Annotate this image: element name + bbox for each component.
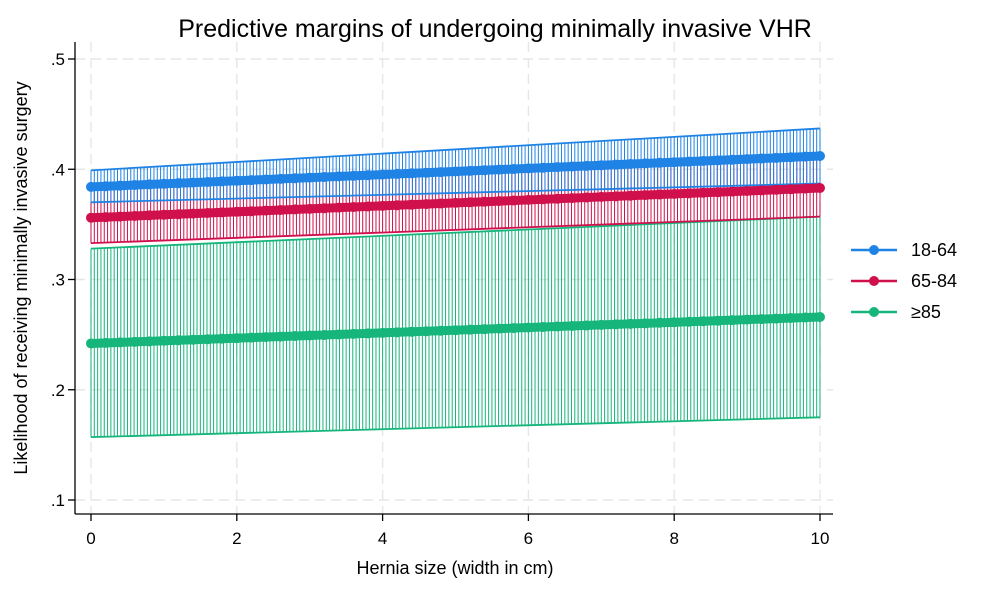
chart-title: Predictive margins of undergoing minimal… (178, 15, 812, 43)
series-2 (86, 311, 825, 349)
series-line-0 (86, 151, 825, 192)
legend: 18-64 65-84 ≥85 (851, 240, 957, 322)
legend-label-1: 65-84 (911, 271, 957, 291)
legend-label-2: ≥85 (911, 302, 941, 322)
x-axis-title: Hernia size (width in cm) (356, 558, 553, 578)
series-1 (86, 182, 825, 223)
y-tick-label: .4 (51, 160, 65, 179)
legend-marker-2 (869, 307, 879, 317)
series-0 (86, 151, 825, 192)
x-tick-label: 4 (378, 529, 387, 548)
ci-lower-line-1 (90, 215, 821, 245)
ci-upper-line-0 (90, 127, 821, 172)
y-tick-label: .1 (51, 491, 65, 510)
x-axis-ticks: 0 2 4 6 8 10 (86, 514, 829, 548)
legend-marker-0 (869, 245, 879, 255)
y-axis-ticks: .1 .2 .3 .4 .5 (51, 50, 75, 510)
x-tick-label: 0 (86, 529, 95, 548)
legend-label-0: 18-64 (911, 240, 957, 260)
x-tick-label: 6 (524, 529, 533, 548)
series-line-2 (86, 312, 825, 348)
y-tick-label: .5 (51, 50, 65, 69)
ci-lower-line-0 (90, 182, 821, 204)
legend-marker-1 (869, 276, 879, 286)
axes (74, 42, 833, 515)
series-line-1 (86, 183, 825, 223)
series-lines (86, 151, 825, 349)
y-tick-label: .3 (51, 271, 65, 290)
x-tick-label: 2 (232, 529, 241, 548)
y-tick-label: .2 (51, 381, 65, 400)
x-tick-label: 10 (811, 529, 830, 548)
ci-upper-line-2 (90, 215, 821, 250)
y-axis-title: Likelihood of receiving minimally invasi… (11, 81, 31, 474)
ci-lower-line-2 (90, 416, 821, 439)
x-tick-label: 8 (669, 529, 678, 548)
